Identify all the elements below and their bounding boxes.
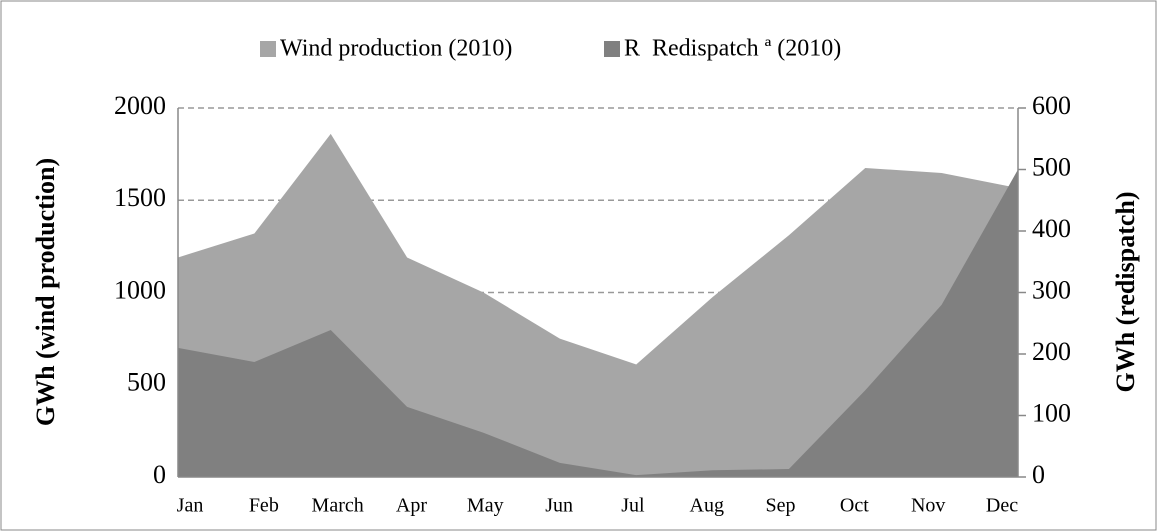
y2-tick-label: 600 xyxy=(1032,91,1071,120)
x-tick-label: Feb xyxy=(249,495,279,517)
area xyxy=(178,169,1018,477)
x-tick-label: Dec xyxy=(986,495,1018,517)
y2-tick-label: 400 xyxy=(1032,214,1071,243)
x-tick-label: March xyxy=(312,495,364,517)
x-tick-label: Jul xyxy=(621,495,645,517)
y2-tick-label: 300 xyxy=(1032,275,1071,304)
y2-axis-label: GWh (redispatch) xyxy=(1111,191,1140,392)
y2-tick-label: 100 xyxy=(1032,398,1071,427)
x-tick-label: Apr xyxy=(396,495,427,517)
y2-tick-label: 0 xyxy=(1032,460,1045,489)
legend-swatch xyxy=(604,41,620,57)
legend-label: R Redispatch ª (2010) xyxy=(624,36,841,62)
legend-swatch xyxy=(260,41,276,57)
legend-label: Wind production (2010) xyxy=(280,36,512,62)
x-tick-label: Aug xyxy=(690,495,724,517)
x-tick-label: Nov xyxy=(911,495,945,517)
y-tick-label: 0 xyxy=(153,460,166,489)
x-tick-label: Oct xyxy=(840,495,869,517)
x-tick-label: May xyxy=(467,495,504,517)
y-axis-label: GWh (wind production) xyxy=(31,158,60,426)
y-tick-label: 1000 xyxy=(114,275,166,304)
y2-tick-label: 200 xyxy=(1032,337,1071,366)
y-tick-label: 2000 xyxy=(114,91,166,120)
y2-tick-label: 500 xyxy=(1032,152,1071,181)
x-tick-label: Sep xyxy=(766,495,796,517)
y-tick-label: 500 xyxy=(127,368,166,397)
y-tick-label: 1500 xyxy=(114,183,166,212)
x-tick-label: Jan xyxy=(177,495,204,517)
x-tick-label: Jun xyxy=(545,495,573,517)
